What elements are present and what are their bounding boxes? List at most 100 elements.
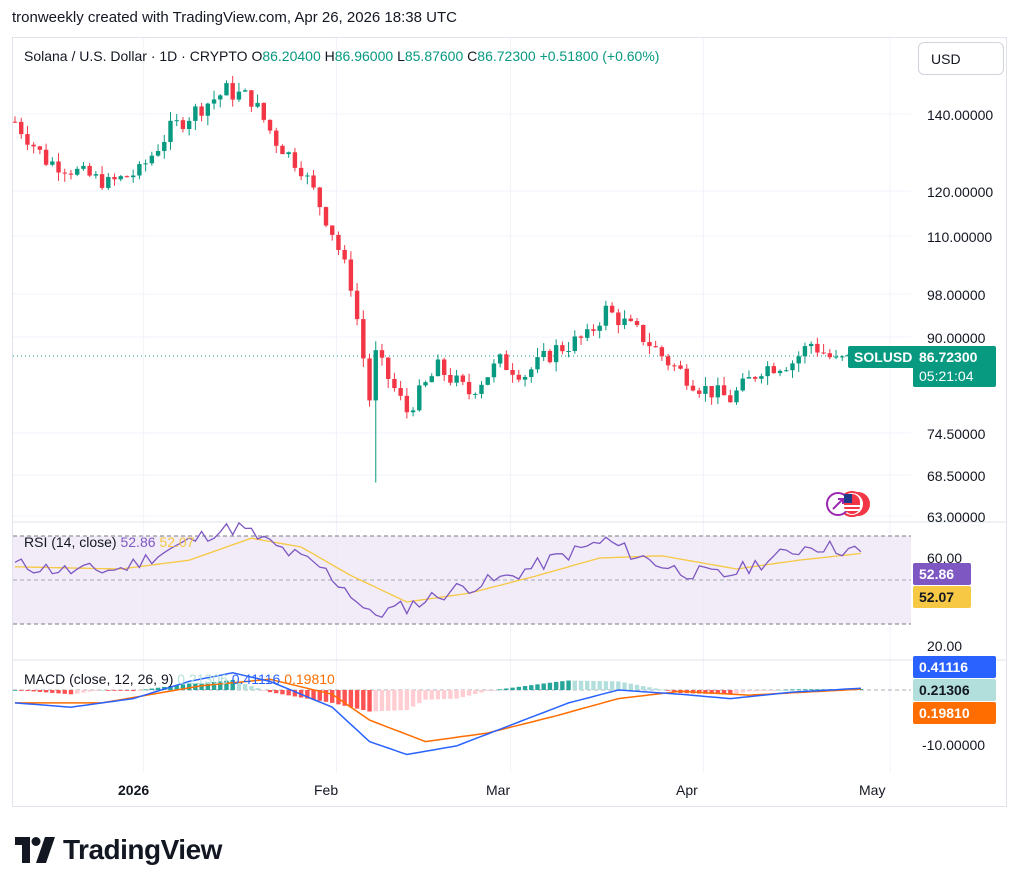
candle-body [435,359,441,377]
brand-name: TradingView [63,834,222,865]
macd-hist-bar [81,690,86,693]
candle-body [218,95,223,100]
macd-hist-bar [802,689,808,691]
candle-body [808,343,814,347]
macd-hist-bar [709,690,714,694]
macd-hist-bar [734,690,739,694]
macd-hist-bar [634,684,640,690]
macd-hist-bar [386,690,391,711]
candle-body [541,350,546,358]
candle-body [68,173,74,175]
candle-body [286,152,291,155]
macd-title[interactable]: MACD (close, 12, 26, 9) [24,671,174,687]
candle-body [603,305,609,326]
macd-hist-bar [653,688,658,690]
candle-body [274,130,279,146]
macd-hist-bar [641,686,646,690]
candle-body [168,120,173,143]
candle-body [833,356,839,358]
macd-value-badge: 0.41116 [913,656,996,678]
candle-body [740,378,745,391]
macd-hist-bar [149,688,155,690]
macd-hist-bar [560,681,565,690]
macd-hist-badge: 0.21306 [913,679,996,701]
macd-legend: MACD (close, 12, 26, 9) 0.21306 0.41116 … [24,671,335,687]
macd-tick: -10.00000 [922,737,986,753]
price-tick: 98.00000 [927,287,986,303]
macd-hist-bar [460,690,466,698]
macd-hist-bar [553,681,559,690]
candle-body [790,363,795,371]
change-value: +0.51800 (+0.60%) [539,48,660,64]
candle-body [75,168,80,175]
candle-body [249,90,254,107]
macd-hist-bar [230,680,235,690]
chart-frame[interactable] [12,37,1007,807]
macd-hist-bar [796,689,801,691]
candle-body [242,90,248,92]
candle-body [199,106,204,116]
currency-button[interactable]: USD [918,42,1004,75]
rsi-title[interactable]: RSI (14, close) [24,534,117,550]
macd-hist-bar [441,690,447,700]
open-value: 86.20400 [262,48,321,64]
candle-body [367,358,372,401]
macd-hist-bar [429,690,434,700]
candle-body [616,312,621,326]
macd-hist-bar [815,689,820,691]
macd-hist-value: 0.21306 [177,671,228,687]
macd-hist-bar [479,690,484,693]
macd-hist-bar [118,690,123,691]
macd-hist-bar [12,690,18,691]
macd-hist-bar [647,687,652,690]
candle-body [504,354,509,371]
candle-body [585,329,590,338]
macd-hist-bar [292,690,298,697]
low-value: 85.87600 [404,48,464,64]
candle-body [292,152,298,168]
candle-body [429,376,434,383]
candle-body [734,390,739,403]
macd-hist-bar [211,681,217,690]
price-tick: 74.50000 [927,426,986,442]
candle-body [609,305,615,313]
macd-hist-bar [585,680,590,690]
time-tick: Mar [486,782,511,798]
tv-logo-icon [15,837,55,863]
candle-body [746,377,752,379]
candle-body [659,347,665,357]
candle-body [460,375,466,382]
candle-body [124,176,130,178]
macd-hist-bar [510,687,515,690]
macd-hist-bar [236,682,242,690]
symbol-title[interactable]: Solana / U.S. Dollar · 1D · CRYPTO [24,48,248,64]
candle-body [180,120,186,130]
macd-hist-bar [323,690,329,702]
macd-hist-bar [311,690,316,700]
candle-body [305,175,310,177]
candle-body [641,324,646,342]
candle-body [665,356,671,366]
candle-body [684,368,689,386]
candle-body [709,386,714,398]
candle-body [162,142,167,152]
candle-body [12,121,18,123]
price-tick: 120.00000 [927,184,994,200]
macd-hist-bar [280,690,285,695]
macd-hist-bar [752,690,758,692]
time-tick: Feb [314,782,339,798]
macd-hist-bar [622,682,627,690]
macd-hist-bar [417,690,422,704]
macd-hist-bar [491,690,497,691]
candle-body [205,103,211,116]
candle-body [130,175,136,178]
macd-hist-bar [609,681,615,690]
macd-hist-bar [466,690,472,696]
ticker-badge: SOLUSD [848,346,919,368]
candle-body [186,120,192,130]
macd-hist-bar [180,684,186,690]
candle-body [672,365,677,367]
macd-signal-value: 0.19810 [284,671,335,687]
macd-hist-bar [473,690,478,695]
